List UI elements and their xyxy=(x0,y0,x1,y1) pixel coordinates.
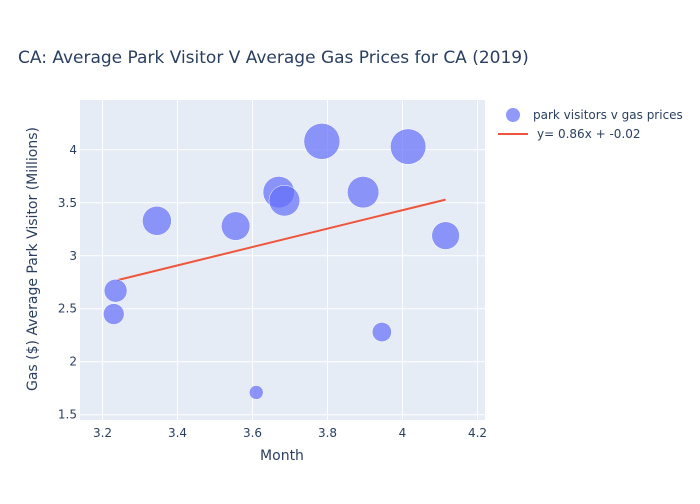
legend-label-line: y= 0.86x + -0.02 xyxy=(537,127,641,141)
chart-title: CA: Average Park Visitor V Average Gas P… xyxy=(18,48,529,68)
trend-line-layer xyxy=(117,198,446,282)
y-tick-label: 4 xyxy=(69,143,77,157)
scatter-point[interactable] xyxy=(103,279,128,303)
legend-marker-scatter xyxy=(506,108,520,122)
scatter-point[interactable] xyxy=(142,206,172,236)
scatter-point[interactable] xyxy=(268,185,301,217)
y-tick-label: 3.5 xyxy=(58,196,77,210)
scatter-point[interactable] xyxy=(221,211,251,241)
x-axis-title: Month xyxy=(260,448,304,464)
y-axis-title: Gas ($) Average Park Visitor (Millions) xyxy=(25,127,41,391)
x-tick-label: 4 xyxy=(399,426,407,440)
data-points xyxy=(103,123,460,400)
y-axis-ticks: 1.5 2 2.5 3 3.5 4 xyxy=(58,143,77,422)
y-tick-label: 2 xyxy=(69,355,77,369)
scatter-point[interactable] xyxy=(103,303,125,325)
scatter-point[interactable] xyxy=(390,128,427,165)
y-tick-label: 1.5 xyxy=(58,408,77,422)
x-tick-label: 3.8 xyxy=(318,426,337,440)
scatter-point[interactable] xyxy=(347,176,380,209)
scatter-point[interactable] xyxy=(371,322,392,342)
y-tick-label: 3 xyxy=(69,249,77,263)
legend-label-scatter: park visitors v gas prices xyxy=(533,108,683,122)
x-tick-label: 4.2 xyxy=(468,426,487,440)
scatter-point[interactable] xyxy=(249,385,264,400)
x-tick-label: 3.4 xyxy=(168,426,187,440)
scatter-point[interactable] xyxy=(303,123,341,160)
y-tick-label: 2.5 xyxy=(58,302,77,316)
legend: park visitors v gas prices y= 0.86x + -0… xyxy=(498,108,683,141)
x-axis-ticks: 3.2 3.4 3.6 3.8 4 4.2 xyxy=(93,426,487,440)
x-tick-label: 3.2 xyxy=(93,426,112,440)
x-tick-label: 3.6 xyxy=(243,426,262,440)
trend-line xyxy=(117,198,446,282)
scatter-point[interactable] xyxy=(431,221,460,250)
